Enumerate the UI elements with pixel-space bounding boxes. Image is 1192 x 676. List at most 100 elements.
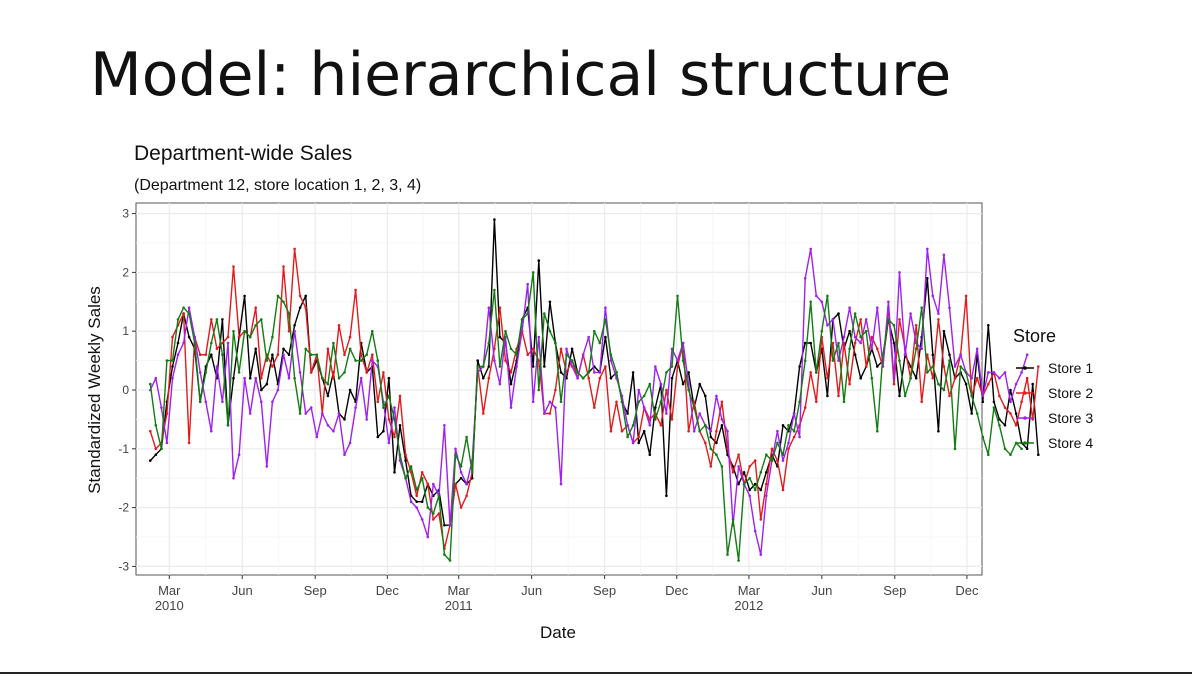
store-4-point xyxy=(887,318,890,321)
store-2-point xyxy=(359,353,363,357)
store-4-point xyxy=(387,394,391,398)
store-1-point xyxy=(665,494,668,498)
store-4-point xyxy=(443,553,446,556)
store-3-legend-label: Store 3 xyxy=(1048,410,1093,426)
store-4-point xyxy=(531,271,535,274)
store-3-point xyxy=(1003,371,1007,374)
store-1-point xyxy=(221,318,224,321)
store-2-point xyxy=(920,400,923,404)
store-4-point xyxy=(260,318,263,321)
store-3-point xyxy=(215,365,219,368)
store-2-point xyxy=(387,418,391,421)
store-3-point xyxy=(931,294,935,298)
store-2-point xyxy=(376,400,380,404)
store-4-point xyxy=(792,429,796,433)
store-2-point xyxy=(1037,365,1040,368)
store-1-point xyxy=(981,400,985,404)
store-4-point xyxy=(298,412,302,415)
store-4-point xyxy=(393,418,396,421)
store-2-point xyxy=(604,365,607,368)
store-2-point xyxy=(670,418,674,421)
store-3-point xyxy=(432,482,435,486)
store-1-point xyxy=(443,523,446,527)
store-4-point xyxy=(454,453,457,457)
store-2-point xyxy=(271,365,274,368)
store-1-point xyxy=(176,341,180,345)
store-1-point xyxy=(376,435,380,439)
store-4-point xyxy=(870,376,874,380)
store-2-point xyxy=(998,394,1001,398)
store-1-point xyxy=(293,324,296,327)
store-1-point xyxy=(937,429,940,433)
store-4-point xyxy=(537,388,541,392)
store-4-point xyxy=(692,406,696,409)
store-3-point xyxy=(354,406,357,409)
store-3-point xyxy=(348,441,352,445)
store-4-point xyxy=(182,306,185,310)
store-3-point xyxy=(554,406,557,409)
store-3-point xyxy=(210,429,213,433)
store-3-point xyxy=(837,359,840,362)
store-4-point xyxy=(748,476,751,480)
store-1-point xyxy=(698,382,701,386)
store-1-point xyxy=(265,382,269,386)
store-4-point xyxy=(1020,447,1023,451)
store-1-point xyxy=(948,353,951,357)
x-axis-label: Date xyxy=(540,623,576,642)
store-3-point xyxy=(465,482,468,486)
store-3-point xyxy=(781,459,785,462)
store-4-point xyxy=(648,382,652,386)
x-tick-label: Dec xyxy=(955,583,979,598)
store-3-point xyxy=(359,376,363,380)
store-4-point xyxy=(271,335,274,339)
y-axis-label: Standardized Weekly Sales xyxy=(85,286,104,494)
store-1-point xyxy=(898,394,901,398)
store-3-point xyxy=(831,318,835,321)
store-4-point xyxy=(165,359,169,362)
store-3-point xyxy=(692,429,696,433)
store-2-point xyxy=(776,459,779,462)
plot-panel xyxy=(135,202,983,576)
store-1-point xyxy=(487,365,491,368)
store-4-point xyxy=(781,453,785,457)
store-2-point xyxy=(504,359,507,362)
store-4-point xyxy=(826,294,829,298)
store-2-point xyxy=(803,406,807,409)
store-2-point xyxy=(426,482,430,486)
store-3-point xyxy=(415,506,419,509)
store-2-point xyxy=(737,453,740,457)
store-3-point xyxy=(975,347,979,351)
store-4-point xyxy=(376,359,380,362)
store-1-point xyxy=(748,488,751,492)
store-4-point xyxy=(759,471,763,474)
store-1-point xyxy=(992,400,996,404)
store-1-point xyxy=(709,435,713,439)
store-4-point xyxy=(681,359,685,362)
store-2-point xyxy=(609,429,613,433)
store-1-point xyxy=(798,365,801,368)
store-4-point xyxy=(770,459,774,462)
store-4-point xyxy=(909,376,912,380)
store-4-point xyxy=(382,406,385,409)
store-3-point xyxy=(970,376,973,380)
store-3-point xyxy=(987,371,990,374)
store-3-point xyxy=(226,341,230,345)
store-3-point xyxy=(204,400,208,404)
store-2-point xyxy=(165,412,169,415)
store-4-point xyxy=(176,318,180,321)
store-2-point xyxy=(942,365,946,368)
store-2-point xyxy=(870,335,874,339)
store-1-point xyxy=(415,500,419,504)
store-3-point xyxy=(864,318,868,321)
y-tick-label: 2 xyxy=(122,265,129,279)
store-3-point xyxy=(409,500,413,504)
store-2-point xyxy=(382,371,385,374)
store-4-point xyxy=(149,382,152,386)
store-4-point xyxy=(515,353,518,357)
store-3-point xyxy=(642,406,646,409)
store-3-point xyxy=(842,335,846,339)
store-2-point xyxy=(232,265,235,268)
store-4-point xyxy=(187,312,191,315)
store-1-point xyxy=(715,441,718,445)
store-2-point xyxy=(975,376,979,380)
